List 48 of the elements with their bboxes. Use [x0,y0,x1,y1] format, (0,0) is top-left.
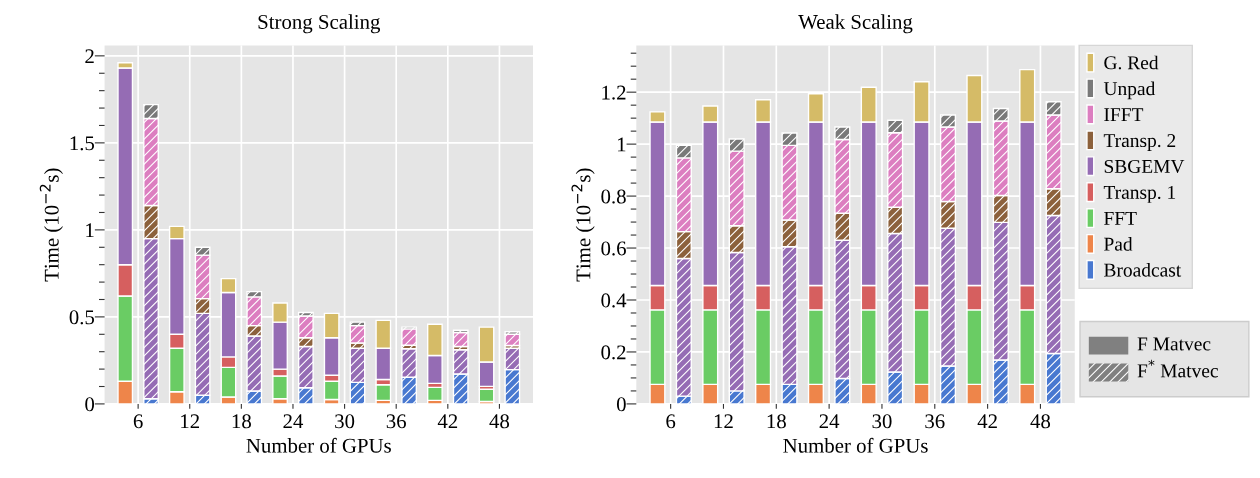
bar [323,380,340,401]
x-tick-label: 30 [335,414,355,429]
legend-label: Pad [1104,237,1133,251]
x-tick-label: 24 [283,414,304,429]
legend-label: Transp. 2 [1103,134,1176,152]
y-tick-label: 0.6 [601,241,626,256]
y-tick-label: 0.2 [601,345,626,360]
x-tick-label: 6 [666,414,676,429]
chart-title: Strong Scaling [258,14,381,34]
bar [375,384,392,402]
y-tick-label: 0 [616,397,626,412]
x-tick-label: 48 [1030,414,1051,429]
y-tick-label: 0.4 [601,293,627,308]
y-tick-label: 0.8 [601,189,626,204]
text: F Matvec [1137,337,1211,351]
y-axis-title: Time (10$^{−2}$s) [571,168,595,282]
y-tick-label: 1 [86,223,94,238]
x-tick-label: 12 [181,414,200,429]
bar [426,386,443,402]
chart-title: Weak Scaling [798,14,913,34]
x-tick-label: 6 [133,414,143,429]
legend-label: FFT [1104,211,1137,225]
x-tick-label: 42 [437,414,458,429]
y-tick-label: 1 [617,137,626,152]
y-tick-label: 1.5 [70,136,95,151]
text: F$^{*}$ Matvec [1137,359,1218,378]
x-axis-title: Number of GPUs [246,437,391,453]
x-tick-label: 36 [386,414,406,429]
x-tick-label: 48 [489,414,510,429]
x-tick-label: 18 [767,414,786,429]
x-tick-label: 18 [232,414,251,429]
x-tick-label: 12 [714,414,733,429]
legend-label: G. Red [1104,55,1159,70]
legend-label: Broadcast [1104,262,1182,277]
y-axis-title: Time (10$^{−2}$s) [39,168,63,282]
x-tick-label: 24 [819,414,840,429]
x-axis-title: Number of GPUs [783,437,928,453]
y-tick-label: 2 [85,49,94,64]
legend-label: Unpad [1103,81,1156,100]
y-tick-label: 0 [85,397,95,412]
legend-label: SBGEMV [1104,159,1185,174]
x-tick-label: 42 [977,414,997,429]
y-tick-label: 1.2 [602,85,626,100]
legend-label: IFFT [1104,108,1144,121]
x-tick-label: 30 [872,414,892,429]
x-tick-label: 36 [925,414,945,429]
y-tick-label: 0.5 [69,310,95,325]
legend-label: Transp. 1 [1103,185,1176,203]
